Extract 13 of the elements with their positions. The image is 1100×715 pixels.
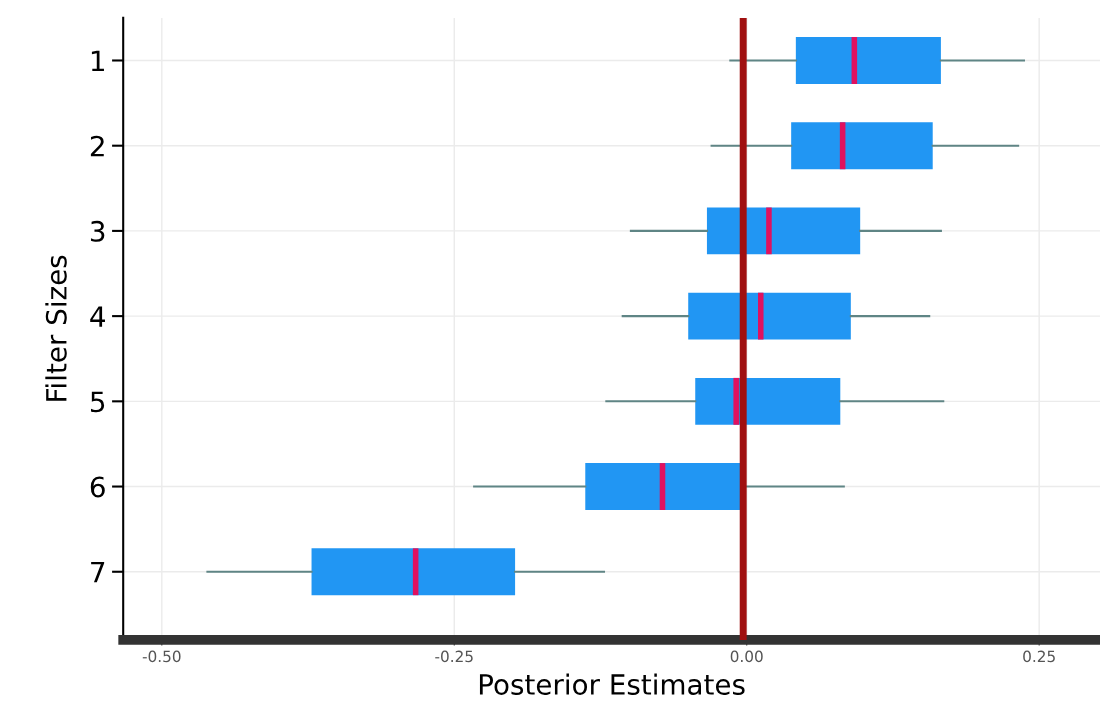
y-axis-title: Filter Sizes (45, 255, 67, 401)
y-tick-label: 5 (91, 391, 105, 413)
x-axis-title: Posterior Estimates (479, 673, 745, 695)
y-tick-label: 7 (91, 562, 105, 583)
y-tick-label: 3 (90, 220, 105, 242)
y-tick-label: 4 (90, 306, 105, 327)
x-tick-label: -0.50 (142, 650, 181, 663)
x-tick-label: -0.25 (435, 650, 473, 663)
y-tick-label: 1 (91, 50, 104, 72)
x-tick-label: 0.00 (730, 650, 763, 663)
y-tick-label: 2 (90, 135, 104, 157)
x-tick-label: 0.25 (1023, 650, 1055, 663)
y-tick-label: 6 (90, 476, 105, 498)
